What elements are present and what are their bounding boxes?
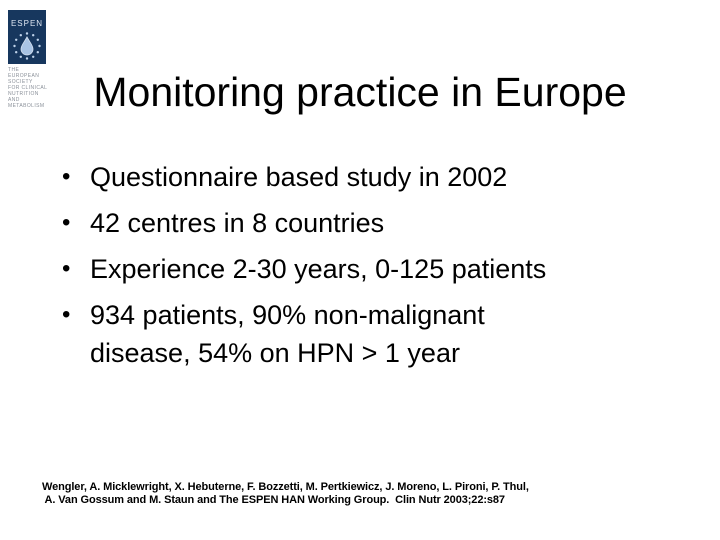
espen-tagline-line: For Clinical <box>8 85 48 91</box>
espen-logo: ESPEN The E <box>8 10 50 109</box>
bullet-text: Questionnaire based study in 2002 <box>90 158 507 196</box>
bullet-text-line: disease, 54% on HPN > 1 year <box>90 338 460 368</box>
bullet-item: • Experience 2-30 years, 0-125 patients <box>62 250 662 288</box>
bullet-item: • 42 centres in 8 countries <box>62 204 662 242</box>
bullet-text: 934 patients, 90% non-malignant disease,… <box>90 296 485 372</box>
citation: Wengler, A. Micklewright, X. Hebuterne, … <box>42 481 529 507</box>
bullet-icon: • <box>62 255 71 282</box>
bullet-list: • Questionnaire based study in 2002 • 42… <box>62 158 662 380</box>
bullet-text-line: Experience 2-30 years, 0-125 patients <box>90 254 547 284</box>
citation-line-2: A. Van Gossum and M. Staun and The ESPEN… <box>42 494 506 506</box>
bullet-text-line: 42 centres in 8 countries <box>90 208 385 238</box>
bullet-text: Experience 2-30 years, 0-125 patients <box>90 250 546 288</box>
espen-tagline-line: Society <box>8 79 33 85</box>
espen-tagline-line: Nutrition <box>8 91 39 97</box>
espen-tagline: The European Society For Clinical Nutrit… <box>8 67 50 109</box>
bullet-text: 42 centres in 8 countries <box>90 204 384 242</box>
citation-line-1: Wengler, A. Micklewright, X. Hebuterne, … <box>42 481 529 493</box>
bullet-item: • Questionnaire based study in 2002 <box>62 158 662 196</box>
bullet-icon: • <box>62 209 71 236</box>
bullet-text-line: Questionnaire based study in 2002 <box>90 162 508 192</box>
espen-tagline-line: Metabolism <box>8 103 45 109</box>
bullet-item: • 934 patients, 90% non-malignant diseas… <box>62 296 662 372</box>
espen-logo-text: ESPEN <box>10 19 44 28</box>
slide-title: Monitoring practice in Europe <box>93 69 627 115</box>
espen-tagline-line: and <box>8 97 20 103</box>
bullet-text-line: 934 patients, 90% non-malignant <box>90 300 485 330</box>
bullet-icon: • <box>62 163 71 190</box>
bullet-icon: • <box>62 301 71 328</box>
droplet-with-stars-icon <box>13 32 41 60</box>
espen-logo-box: ESPEN <box>8 10 46 64</box>
espen-tagline-line: The European <box>8 67 40 79</box>
